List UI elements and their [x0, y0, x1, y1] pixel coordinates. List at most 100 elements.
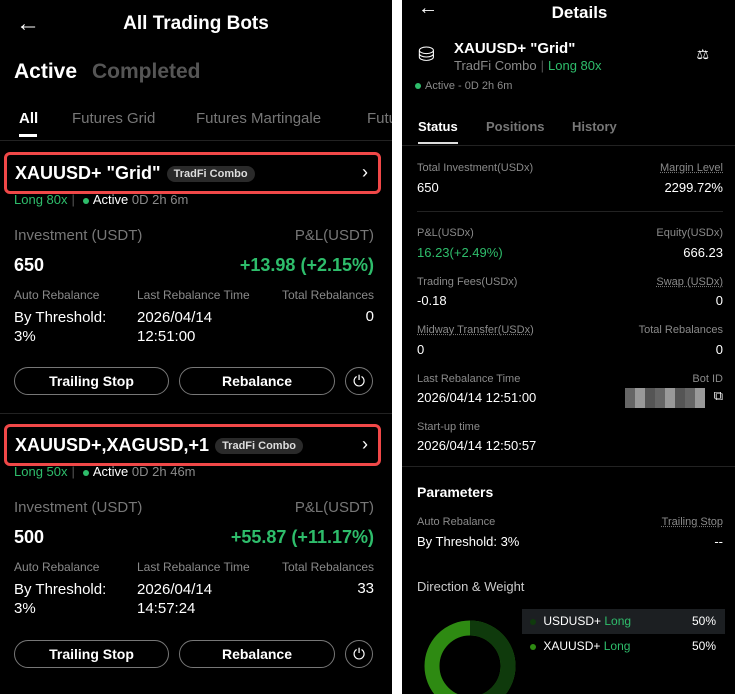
trading-fees-value: -0.18	[417, 293, 447, 308]
rebalance-button[interactable]: Rebalance	[179, 367, 335, 395]
balance-scale-icon[interactable]: ⚖	[696, 46, 709, 62]
auto-rebalance-label: Auto Rebalance	[14, 288, 100, 302]
legend-row[interactable]: USDUSD+ Long 50%	[530, 614, 730, 628]
auto-rebalance-label: Auto Rebalance	[14, 560, 100, 574]
active-tab-indicator	[19, 134, 37, 137]
midway-transfer-label[interactable]: Midway Transfer(USDx)	[417, 324, 534, 336]
legend-dot-icon	[530, 643, 536, 650]
direction-label: Long 80x	[548, 58, 602, 73]
subtab-futures-martingale[interactable]: Futures Martingale	[196, 110, 322, 127]
chevron-right-icon: ›	[362, 162, 368, 182]
bot-title-row[interactable]: XAUUSD+ "Grid" TradFi Combo ›	[4, 152, 381, 194]
bot-name: XAUUSD+ "Grid"	[454, 40, 576, 57]
bot-type-badge: TradFi Combo	[215, 438, 304, 455]
last-rebalance-time: 12:51:00	[137, 328, 196, 345]
tab-completed[interactable]: Completed	[92, 60, 201, 83]
auto-rebalance-value: By Threshold: 3%	[417, 534, 520, 549]
weight-donut-chart	[424, 620, 516, 694]
status: Active	[92, 192, 129, 207]
status: Active	[92, 464, 129, 479]
swap-value: 0	[715, 293, 723, 308]
divider	[0, 140, 392, 141]
donut-segment-usdusd	[469, 620, 516, 694]
bot-name: XAUUSD+,XAGUSD,+1	[15, 435, 210, 455]
bot-details-screen: ← Details ⛁ XAUUSD+ "Grid" TradFi Combo |…	[402, 0, 735, 694]
back-arrow-icon[interactable]: ←	[418, 0, 438, 19]
copy-icon[interactable]: ⧉	[713, 388, 723, 403]
bot-type-badge: TradFi Combo	[166, 166, 255, 183]
auto-rebalance-value: By Threshold:	[14, 309, 107, 326]
chevron-right-icon: ›	[362, 434, 368, 454]
bot-type: TradFi Combo	[454, 58, 537, 73]
total-investment-label: Total Investment(USDx)	[417, 162, 534, 174]
power-stop-icon[interactable]: ⏻	[345, 367, 373, 395]
total-investment-value: 650	[417, 180, 439, 195]
tab-active[interactable]: Active	[14, 60, 78, 83]
last-rebalance-time: 14:57:24	[137, 600, 196, 617]
total-rebalances-value: 0	[365, 308, 374, 325]
divider	[0, 413, 392, 414]
startup-time-label: Start-up time	[417, 421, 480, 433]
total-rebalances-value: 0	[715, 342, 723, 357]
midway-transfer-value: 0	[417, 342, 425, 357]
duration: 0D 2h 6m	[131, 192, 189, 207]
trading-fees-label: Trading Fees(USDx)	[417, 276, 518, 288]
total-rebalances-label: Total Rebalances	[281, 560, 374, 574]
trailing-stop-value: --	[714, 534, 723, 549]
total-rebalances-value: 33	[357, 580, 374, 597]
investment-label: Investment (USDT)	[14, 499, 143, 516]
trailing-stop-button[interactable]: Trailing Stop	[14, 367, 169, 395]
page-title: All Trading Bots	[123, 13, 269, 34]
direction-label: Long 80x	[14, 192, 68, 207]
investment-label: Investment (USDT)	[14, 227, 143, 244]
direction-label: Long 50x	[14, 464, 68, 479]
legend-row-highlight	[522, 609, 725, 634]
status-dot-icon	[82, 197, 89, 204]
subtab-more[interactable]: Futu	[367, 110, 392, 127]
active-tab-indicator	[418, 142, 458, 144]
rebalance-button[interactable]: Rebalance	[179, 640, 335, 668]
legend-dot-icon	[530, 618, 536, 625]
pnl-label: P&L(USDx)	[417, 227, 474, 239]
auto-rebalance-label: Auto Rebalance	[417, 516, 496, 528]
legend-row[interactable]: XAUUSD+ Long 50%	[530, 639, 730, 653]
last-rebalance-label: Last Rebalance Time	[137, 560, 250, 574]
pnl-value: +13.98 (+2.15%)	[239, 255, 374, 275]
threshold-value: 3%	[14, 600, 36, 617]
subtab-futures-grid[interactable]: Futures Grid	[72, 110, 156, 127]
bot-id-redacted	[625, 388, 705, 408]
last-rebalance-date: 2026/04/14	[137, 581, 213, 598]
pnl-label: P&L(USDT)	[294, 499, 374, 516]
total-rebalances-label: Total Rebalances	[281, 288, 374, 302]
power-stop-icon[interactable]: ⏻	[345, 640, 373, 668]
divider	[402, 145, 735, 146]
legend-weight: 50%	[691, 639, 716, 653]
tab-history[interactable]: History	[572, 119, 617, 134]
legend-direction: Long	[604, 614, 632, 628]
last-rebalance-date: 2026/04/14	[137, 309, 213, 326]
parameters-heading: Parameters	[417, 484, 494, 500]
legend-symbol: USDUSD+	[543, 614, 602, 628]
subtab-all[interactable]: All	[19, 110, 39, 127]
bot-title-row[interactable]: XAUUSD+,XAGUSD,+1 TradFi Combo ›	[4, 424, 381, 466]
swap-label[interactable]: Swap (USDx)	[656, 276, 723, 288]
status-dot-icon	[82, 469, 89, 476]
investment-value: 500	[14, 527, 45, 547]
investment-value: 650	[14, 255, 45, 275]
status-dot-icon	[415, 83, 421, 90]
threshold-value: 3%	[14, 328, 36, 345]
last-rebalance-label: Last Rebalance Time	[137, 288, 250, 302]
pnl-value: 16.23(+2.49%)	[417, 245, 503, 260]
back-arrow-icon[interactable]: ←	[16, 10, 40, 37]
trailing-stop-button[interactable]: Trailing Stop	[14, 640, 169, 668]
legend-direction: Long	[603, 639, 631, 653]
pnl-value: +55.87 (+11.17%)	[230, 527, 374, 547]
legend-symbol: XAUUSD+	[543, 639, 601, 653]
margin-level-label[interactable]: Margin Level	[660, 162, 723, 174]
page-title: Details	[551, 3, 608, 22]
tab-status[interactable]: Status	[418, 119, 458, 134]
trailing-stop-label[interactable]: Trailing Stop	[661, 516, 723, 528]
margin-level-value: 2299.72%	[664, 180, 723, 195]
tab-positions[interactable]: Positions	[486, 119, 545, 134]
pnl-label: P&L(USDT)	[294, 227, 374, 244]
